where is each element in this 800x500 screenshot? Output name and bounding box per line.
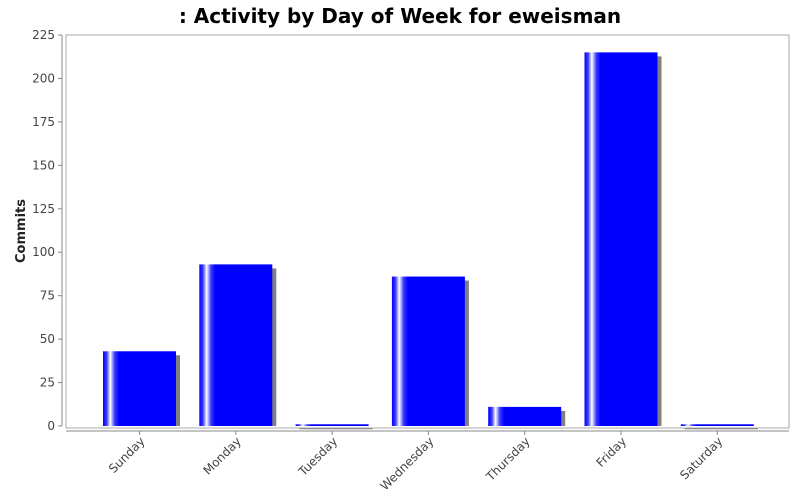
x-tick-label: Tuesday bbox=[295, 434, 340, 479]
bar-thursday bbox=[488, 406, 562, 426]
y-tick-label: 200 bbox=[32, 71, 55, 85]
x-tick-label: Thursday bbox=[483, 434, 533, 484]
y-tick-label: 150 bbox=[32, 158, 55, 172]
bar-monday bbox=[199, 264, 273, 426]
y-tick-label: 75 bbox=[40, 289, 55, 303]
y-axis: 0 25 50 75 100 125 150 175 200 225 bbox=[32, 28, 63, 433]
x-tick-label: Wednesday bbox=[377, 434, 436, 493]
bars bbox=[103, 52, 758, 430]
y-tick-label: 125 bbox=[32, 202, 55, 216]
x-tick-label: Friday bbox=[594, 434, 630, 470]
y-tick-label: 175 bbox=[32, 115, 55, 129]
x-axis: Sunday Monday Tuesday Wednesday Thursday Frid… bbox=[66, 430, 789, 493]
bar-wednesday bbox=[391, 276, 465, 426]
bar-shadow bbox=[684, 428, 758, 430]
chart-title: : Activity by Day of Week for eweisman bbox=[178, 4, 622, 28]
y-tick-label: 225 bbox=[32, 28, 55, 42]
y-tick-label: 0 bbox=[47, 419, 55, 433]
x-tick-label: Monday bbox=[201, 434, 244, 477]
y-tick-label: 50 bbox=[40, 332, 55, 346]
bar-friday bbox=[584, 52, 658, 426]
x-tick-label: Sunday bbox=[106, 434, 148, 476]
y-tick-label: 25 bbox=[40, 376, 55, 390]
bar-shadow bbox=[299, 428, 373, 430]
x-tick-label: Saturday bbox=[677, 434, 725, 482]
bar-saturday bbox=[680, 424, 754, 426]
y-tick-label: 100 bbox=[32, 245, 55, 259]
bar-tuesday bbox=[295, 424, 369, 426]
y-axis-label: Commits bbox=[14, 199, 29, 263]
bar-sunday bbox=[103, 351, 176, 426]
